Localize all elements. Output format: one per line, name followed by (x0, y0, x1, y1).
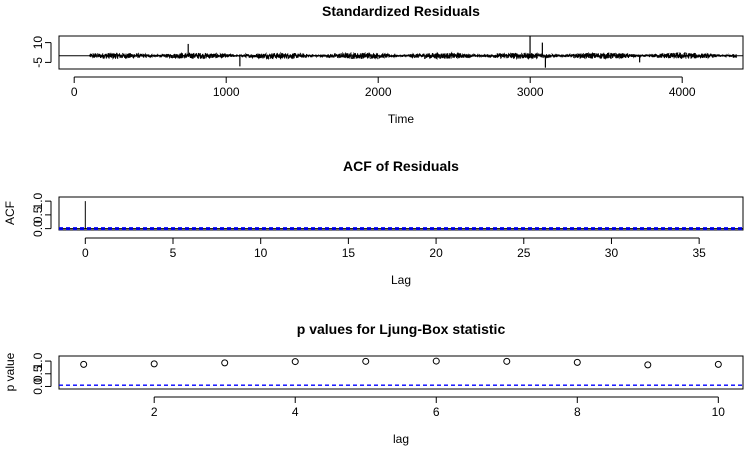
ljung-y-tick-label: 0.5 (31, 365, 45, 382)
acf-y-axis: 0.00.51.0 (31, 192, 52, 237)
ljung-point (573, 358, 581, 366)
resid-title: Standardized Residuals (322, 3, 480, 19)
acf-y-tick-label: 0.5 (31, 206, 45, 223)
acf-x-tick-label: 30 (605, 246, 619, 260)
resid-y-axis: -5 10 (31, 36, 52, 68)
ljung-y-axis: 0.00.51.0 (31, 352, 52, 395)
acf-title: ACF of Residuals (343, 158, 459, 174)
ljung-x-tick-label: 4 (292, 405, 299, 419)
ljung-plot-frame (58, 355, 744, 390)
acf-y-tick-label: 0.0 (31, 220, 45, 237)
ljung-point (291, 358, 299, 366)
acf-x-tick-label: 35 (692, 246, 706, 260)
ljung-point (644, 361, 652, 369)
ljung-point (80, 360, 88, 368)
resid-x-axis: 0 1000 2000 3000 4000 (71, 76, 696, 99)
acf-x-tick-label: 20 (429, 246, 443, 260)
ljung-y-tick-label: 0.0 (31, 378, 45, 395)
ljung-point (503, 357, 511, 365)
panel-acf: ACF of Residuals 0 5 10 15 20 25 30 35 0.00.51.… (3, 158, 744, 287)
ljung-x-tick-label: 6 (433, 405, 440, 419)
acf-plot-frame (58, 196, 744, 231)
ljung-title: p values for Ljung-Box statistic (297, 321, 506, 337)
acf-x-tick-label: 10 (254, 246, 268, 260)
ljung-x-axis: 2 4 6 8 10 (151, 396, 726, 419)
acf-y-tick-label: 1.0 (31, 192, 45, 209)
resid-x-tick-label: 3000 (517, 85, 544, 99)
resid-series-line (88, 51, 738, 61)
ljung-y-label: p value (3, 352, 17, 391)
ljung-point (150, 360, 158, 368)
ljung-y-tick-label: 1.0 (31, 352, 45, 369)
acf-x-tick-label: 15 (342, 246, 356, 260)
resid-x-tick-label: 1000 (213, 85, 240, 99)
acf-x-tick-label: 0 (82, 246, 89, 260)
resid-x-tick-label: 0 (71, 85, 78, 99)
resid-y-tick-label: -5 (31, 57, 45, 68)
acf-y-label: ACF (3, 201, 17, 225)
acf-x-tick-label: 25 (517, 246, 531, 260)
ljung-point (714, 360, 722, 368)
resid-x-tick-label: 2000 (365, 85, 392, 99)
resid-plot-frame (58, 35, 744, 70)
resid-y-tick-label: 10 (31, 36, 45, 50)
panel-standardized-residuals: Standardized Residuals 0 1000 2000 3000 4000… (31, 3, 744, 126)
ljung-point (362, 357, 370, 365)
ljung-x-tick-label: 2 (151, 405, 158, 419)
ljung-points (59, 357, 743, 386)
ljung-x-tick-label: 8 (574, 405, 581, 419)
ljung-x-label: lag (393, 432, 409, 446)
acf-bars (59, 201, 743, 231)
resid-series (59, 36, 743, 68)
ljung-point (221, 359, 229, 367)
acf-x-tick-label: 5 (170, 246, 177, 260)
panel-ljung-box: p values for Ljung-Box statistic 2 4 6 8 10 … (3, 321, 744, 446)
acf-x-label: Lag (391, 273, 411, 287)
ljung-point (432, 357, 440, 365)
resid-x-tick-label: 4000 (669, 85, 696, 99)
resid-x-label: Time (388, 112, 415, 126)
ljung-x-tick-label: 10 (712, 405, 726, 419)
acf-x-axis: 0 5 10 15 20 25 30 35 (82, 237, 706, 260)
